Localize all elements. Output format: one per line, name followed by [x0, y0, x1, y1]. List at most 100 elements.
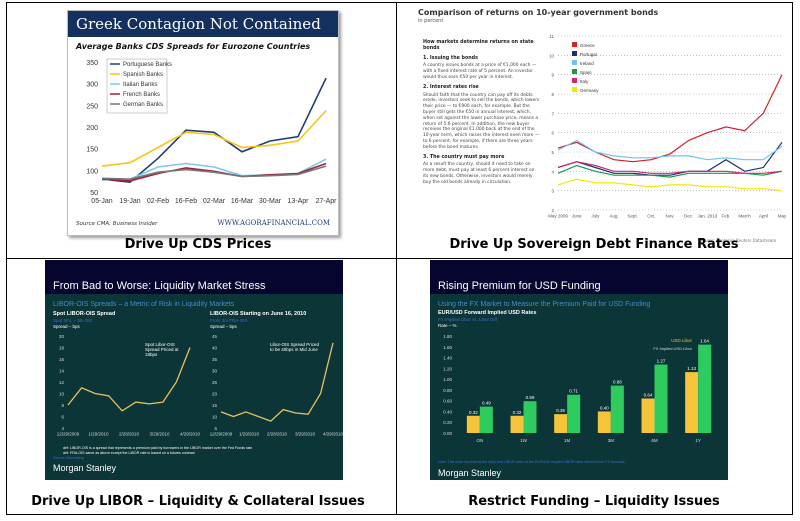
y-tick-label: 14 [59, 369, 65, 374]
x-tick-label: ON [476, 438, 483, 443]
y-tick-label: 40 [212, 346, 218, 351]
y-tick-label: 200 [86, 125, 98, 132]
x-tick-label: 16-Mar [231, 198, 254, 205]
series-line-italy [557, 161, 783, 174]
legend-label: Spain [580, 70, 592, 75]
right-annotation: Libor-OIS Spread Priced to be 40bps in M… [270, 342, 320, 352]
note: Note: This chart represents the daily an… [438, 460, 625, 464]
y-tick-label: 10 [212, 415, 218, 420]
x-tick-label: 05-Jan [91, 198, 113, 205]
y-tick-label: 15 [212, 403, 218, 408]
grid-divider-horizontal [7, 258, 792, 259]
series-line-germany [557, 178, 783, 192]
x-tick-label: 3/29/2010 [295, 432, 316, 437]
caption-top-left: Drive Up CDS Prices [124, 237, 272, 252]
data-label: 0.32 [513, 410, 522, 415]
section-body: As a result the country, should it need … [423, 162, 535, 185]
data-label: 0.64 [644, 393, 653, 398]
x-tick-label: Oct. [647, 214, 655, 219]
x-tick-label: June [572, 214, 582, 219]
libor-panel: From Bad to Worse: Liquidity Market Stre… [45, 260, 343, 480]
legend-label: Spanish Banks [123, 72, 163, 78]
brand-logo: Morgan Stanley [438, 468, 502, 478]
x-tick-label: Nov. [666, 214, 675, 219]
chart-title: Average Banks CDS Spreads for Eurozone C… [76, 42, 311, 51]
x-tick-label: 1/29/2010 [239, 432, 260, 437]
y-tick-label: 18 [59, 346, 65, 351]
usd-funding-panel: Rising Premium for USD Funding Using the… [430, 260, 728, 480]
section-body: Should faith that the country can pay of… [423, 92, 540, 150]
section-title: 3. The country must pay more [423, 154, 505, 160]
x-tick-label: 2/28/2010 [119, 432, 140, 437]
source-note: Source: Bloomberg [53, 456, 84, 460]
x-tick-label: July [591, 214, 600, 219]
x-tick-label: 4/29/2010 [323, 432, 343, 437]
y-tick-label: 8 [551, 92, 554, 97]
y-tick-label: 0.80 [443, 388, 452, 393]
x-tick-label: 27-Apr [315, 198, 337, 205]
x-tick-label: 16-Feb [175, 198, 197, 205]
data-label: 0.59 [526, 395, 535, 400]
y-tick-label: 350 [86, 60, 98, 67]
left-chart-sub: Spot 3mL – 3m OIS [53, 318, 93, 323]
x-tick-label: 12/29/2009 [210, 432, 233, 437]
legend-label: Italy [580, 79, 589, 84]
y-tick-label: 6 [551, 131, 554, 136]
x-tick-label: Aug. [609, 214, 618, 219]
legend-swatch [572, 87, 577, 92]
spot-libor-chart: 4 6 8 10 12 14 16 18 20 12/29/2009 1/29/2010 2/28/2… [57, 334, 200, 437]
x-tick-label: May [778, 214, 787, 219]
y-tick-label: 150 [86, 147, 98, 154]
bar-1y-fx-implied [698, 344, 712, 433]
data-label: 0.32 [469, 410, 478, 415]
bar-1w-fx-implied [523, 401, 537, 433]
bar-3m-usd-libor [597, 411, 611, 433]
explanation-heading: How markets determine returns on state b… [423, 40, 534, 51]
x-tick-label: 4/29/2010 [180, 432, 200, 437]
series-line-fra-ois [220, 342, 334, 422]
y-tick-label: 100 [86, 168, 98, 175]
chart-grid [6, 2, 793, 515]
y-tick-label: 0.20 [443, 420, 452, 425]
left-y-unit: Spread – bps [53, 324, 80, 329]
series-line-spot-libor-ois [67, 347, 191, 412]
cds-chart-panel: Greek Contagion Not Contained Average Ba… [67, 10, 339, 236]
y-tick-label: 7 [551, 111, 554, 116]
y-tick-label: 1.40 [443, 356, 452, 361]
y-tick-label: 30 [212, 369, 218, 374]
y-tick-label: 16 [59, 357, 65, 362]
data-label: 1.27 [657, 359, 666, 364]
source-url: WWW.AGORAFINANCIAL.COM [217, 219, 330, 227]
bar-6m-usd-libor [641, 398, 655, 433]
x-tick-label: Dec. [684, 214, 693, 219]
legend-label: Germany [580, 88, 599, 93]
x-tick-label: 2/28/2010 [267, 432, 288, 437]
series-line-italian-banks [101, 158, 327, 181]
y-tick-label: 4 [551, 169, 554, 174]
legend-swatch [572, 60, 577, 65]
bar-6m-fx-implied [654, 364, 668, 433]
legend-swatch [572, 78, 577, 83]
y-tick-label: 35 [212, 357, 218, 362]
y-tick-label: 5 [551, 150, 554, 155]
bar-3m-fx-implied [610, 385, 624, 433]
x-tick-label: 1Y [695, 438, 701, 443]
y-tick-label: 300 [86, 82, 98, 89]
legend-label: French Banks [123, 92, 160, 98]
legend-label: USD Libor [671, 338, 692, 343]
brand-logo: Morgan Stanley [53, 463, 117, 473]
cds-chart: 50 100 150 200 250 300 350 05-Jan 19-Jan 02-Feb 16… [86, 58, 337, 205]
legend-label: Portugal [580, 52, 597, 57]
y-tick-label: 45 [212, 334, 218, 339]
legend-label: Greece [580, 43, 595, 48]
definition-1: def: LIBOR-OIS is a spread that represen… [63, 446, 253, 450]
caption-top-right: Drive Up Sovereign Debt Finance Rates [449, 237, 739, 252]
panel-title: Rising Premium for USD Funding [438, 280, 601, 292]
chart-title: EUR/USD Forward Implied USD Rates [438, 310, 537, 316]
data-label: 0.71 [569, 389, 578, 394]
legend-swatch [572, 42, 577, 47]
y-tick-label: 8 [61, 403, 64, 408]
y-tick-label: 25 [212, 380, 218, 385]
y-tick-label: 1.00 [443, 377, 452, 382]
y-tick-label: 50 [90, 190, 98, 197]
